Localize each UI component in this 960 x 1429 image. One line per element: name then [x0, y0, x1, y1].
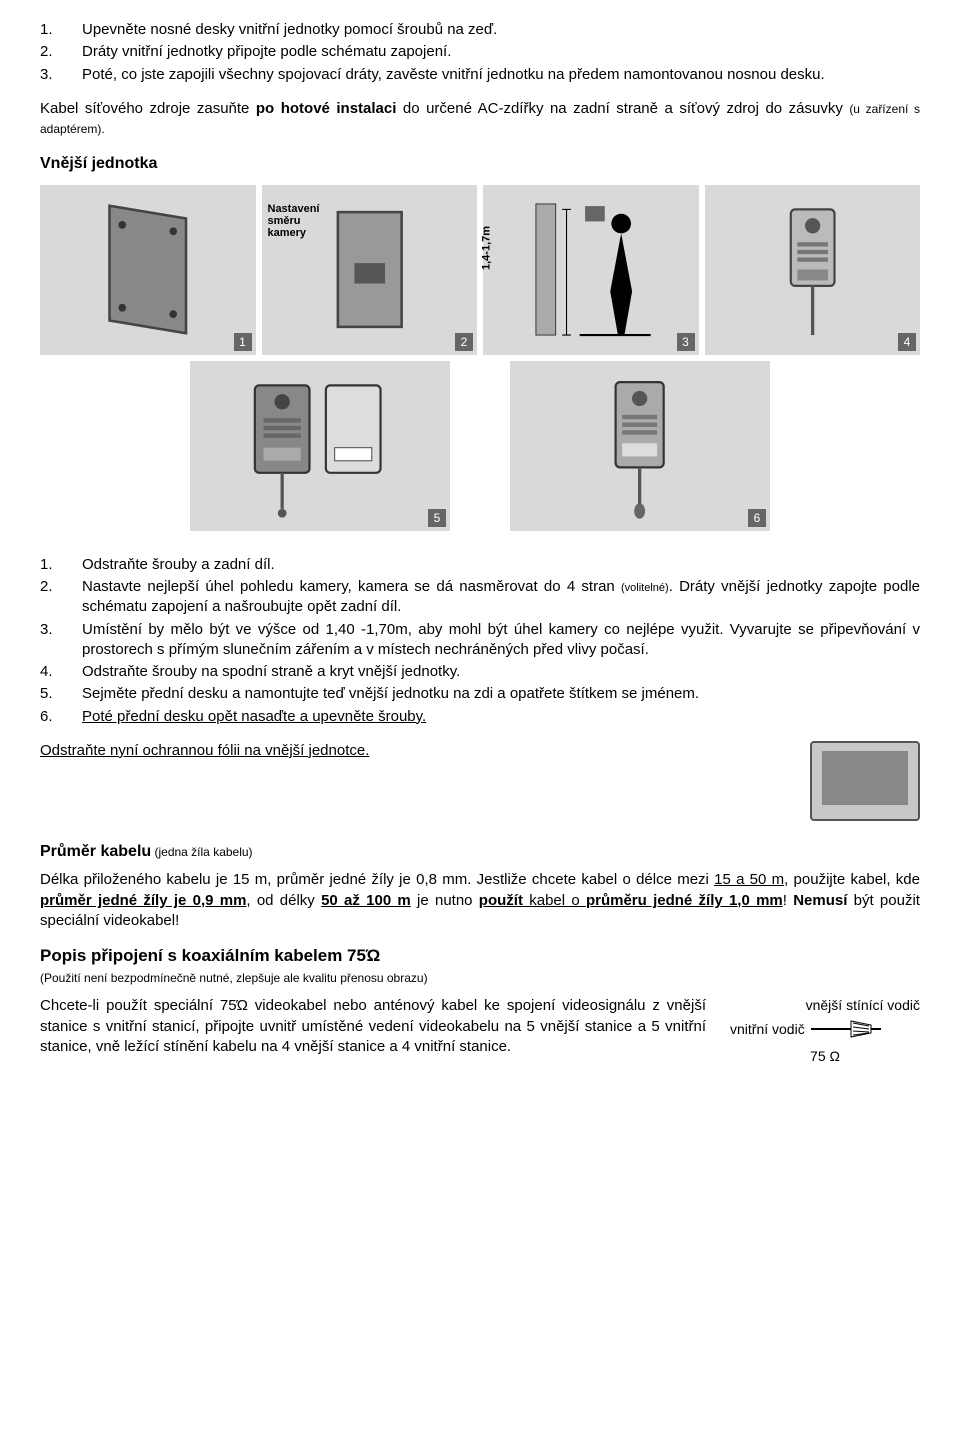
panel-badge: 6	[748, 509, 766, 527]
panel-badge: 4	[898, 333, 916, 351]
item-text-small: (volitelné)	[621, 582, 669, 594]
item-text: Sejměte přední desku a namontujte teď vn…	[82, 684, 920, 704]
diameter-sub: (jedna žíla kabelu)	[151, 845, 252, 859]
item-number: 1.	[40, 555, 82, 575]
item-number: 3.	[40, 620, 82, 661]
list-item: 4. Odstraňte šrouby na spodní straně a k…	[40, 662, 920, 682]
cable-note-bold: po hotové instalaci	[256, 100, 397, 117]
coax-outer-text: vnější stínící vodič	[806, 996, 920, 1015]
panel-badge: 1	[234, 333, 252, 351]
diameter-run: !	[783, 892, 793, 909]
coax-cable-icon	[811, 1017, 881, 1041]
item-number: 2.	[40, 42, 82, 62]
panel-row-1: 1 Nastavení směru kamery 2 1,4-1,7m 3	[40, 185, 920, 355]
panel-2-label-1: Nastavení	[268, 203, 320, 215]
item-text: Umístění by mělo být ve výšce od 1,40 -1…	[82, 620, 920, 661]
diameter-run: použít	[479, 892, 523, 909]
panel-2-label: Nastavení směru kamery	[268, 203, 320, 239]
coax-row: Chcete-li použít speciální 75Ώ videokabe…	[40, 996, 920, 1066]
panel-badge: 5	[428, 509, 446, 527]
outdoor-unit-icon	[758, 193, 867, 346]
list-item: 6. Poté přední desku opět nasaďte a upev…	[40, 707, 920, 727]
foil-note-row: Odstraňte nyní ochrannou fólii na vnější…	[40, 741, 920, 821]
top-instruction-list: 1. Upevněte nosné desky vnitřní jednotky…	[40, 20, 920, 85]
list-item: 3. Poté, co jste zapojili všechny spojov…	[40, 65, 920, 85]
coax-sub: (Použití není bezpodmínečně nutné, zlepš…	[40, 971, 428, 985]
diameter-run: 15 a 50 m	[714, 871, 784, 888]
diameter-run: je nutno	[411, 892, 479, 909]
cable-note: Kabel síťového zdroje zasuňte po hotové …	[40, 99, 920, 140]
mounted-unit-icon	[585, 369, 694, 522]
item-text: Poté přední desku opět nasaďte a upevnět…	[82, 707, 920, 727]
item-number: 5.	[40, 684, 82, 704]
panel-1: 1	[40, 185, 256, 355]
item-number: 4.	[40, 662, 82, 682]
diameter-run: průměru jedné žíly 1,0 mm	[586, 892, 783, 909]
coax-ohm: 75 Ω	[730, 1047, 920, 1066]
item-text: Nastavte nejlepší úhel pohledu kamery, k…	[82, 577, 920, 618]
item-text: Odstraňte šrouby a zadní díl.	[82, 555, 920, 575]
coax-paragraph: Chcete-li použít speciální 75Ώ videokabe…	[40, 996, 706, 1057]
item-text: Poté, co jste zapojili všechny spojovací…	[82, 65, 920, 85]
diameter-run: Délka přiloženého kabelu je 15 m, průměr…	[40, 871, 714, 888]
panel-row-2: 5 6	[40, 361, 920, 531]
backplate-icon	[84, 193, 212, 346]
panel-2-label-2: směru	[268, 215, 301, 227]
panel-6: 6	[510, 361, 770, 531]
diameter-run: Nemusí	[793, 892, 847, 909]
front-cover-icon	[233, 369, 408, 522]
coax-outer-label: vnější stínící vodič	[730, 996, 920, 1015]
item-text: Dráty vnitřní jednotky připojte podle sc…	[82, 42, 920, 62]
item-number: 3.	[40, 65, 82, 85]
item-number: 6.	[40, 707, 82, 727]
diameter-run: , použijte kabel, kde	[784, 871, 920, 888]
cable-note-post: do určené AC-zdířky na zadní straně a sí…	[396, 100, 849, 117]
diameter-run: průměr jedné žíly je 0,9 mm	[40, 892, 246, 909]
panel-badge: 3	[677, 333, 695, 351]
list-item: 3. Umístění by mělo být ve výšce od 1,40…	[40, 620, 920, 661]
height-label: 1,4-1,7m	[480, 226, 495, 270]
panel-5: 5	[190, 361, 450, 531]
coax-inner-text: vnitřní vodič	[730, 1020, 805, 1039]
panel-4: 4	[705, 185, 921, 355]
outer-unit-heading: Vnější jednotka	[40, 153, 920, 175]
item-number: 1.	[40, 20, 82, 40]
diameter-heading-row: Průměr kabelu (jedna žíla kabelu)	[40, 841, 920, 863]
list-item: 2. Dráty vnitřní jednotky připojte podle…	[40, 42, 920, 62]
coax-inner-row: vnitřní vodič	[730, 1017, 920, 1041]
coax-heading: Popis připojení s koaxiálním kabelem 75Ώ	[40, 946, 380, 965]
coax-diagram: vnější stínící vodič vnitřní vodič 75 Ω	[730, 996, 920, 1066]
cable-note-pre: Kabel síťového zdroje zasuňte	[40, 100, 256, 117]
diameter-paragraph: Délka přiloženého kabelu je 15 m, průměr…	[40, 870, 920, 931]
panel-badge: 2	[455, 333, 473, 351]
diameter-run: kabel o	[523, 892, 586, 909]
height-person-icon	[525, 193, 656, 346]
diameter-run: 50 až 100 m	[321, 892, 411, 909]
diameter-heading: Průměr kabelu	[40, 843, 151, 860]
panel-2: Nastavení směru kamery 2	[262, 185, 478, 355]
outer-instruction-list: 1. Odstraňte šrouby a zadní díl. 2. Nast…	[40, 555, 920, 727]
panel-3: 1,4-1,7m 3	[483, 185, 699, 355]
diameter-run: , od délky	[246, 892, 321, 909]
item-number: 2.	[40, 577, 82, 618]
monitor-thumb-icon	[810, 741, 920, 821]
item-text: Upevněte nosné desky vnitřní jednotky po…	[82, 20, 920, 40]
list-item: 2. Nastavte nejlepší úhel pohledu kamery…	[40, 577, 920, 618]
camera-angle-icon	[306, 193, 434, 346]
item-text: Odstraňte šrouby na spodní straně a kryt…	[82, 662, 920, 682]
item-text-pre: Nastavte nejlepší úhel pohledu kamery, k…	[82, 578, 621, 595]
list-item: 5. Sejměte přední desku a namontujte teď…	[40, 684, 920, 704]
list-item: 1. Upevněte nosné desky vnitřní jednotky…	[40, 20, 920, 40]
list-item: 1. Odstraňte šrouby a zadní díl.	[40, 555, 920, 575]
foil-note: Odstraňte nyní ochrannou fólii na vnější…	[40, 741, 780, 761]
coax-heading-row: Popis připojení s koaxiálním kabelem 75Ώ…	[40, 945, 920, 988]
panel-2-label-3: kamery	[268, 227, 307, 239]
